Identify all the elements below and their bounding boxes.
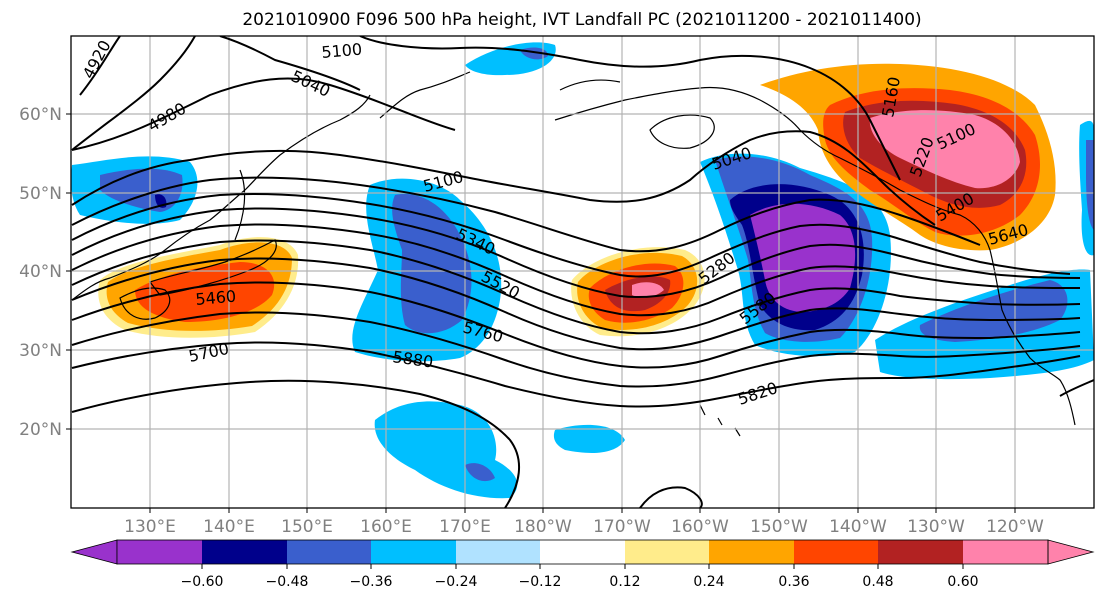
lon-tick-label: 130°W bbox=[907, 517, 965, 537]
colorbar-extend-high bbox=[1047, 539, 1095, 565]
colorbar-tick-label: −0.24 bbox=[435, 574, 478, 590]
map-frame bbox=[70, 35, 1095, 509]
colorbar-bin bbox=[794, 540, 878, 564]
colorbar-tick-label: 0.60 bbox=[947, 574, 978, 590]
height-contours bbox=[71, 36, 1094, 508]
colorbar-bin bbox=[287, 540, 371, 564]
colorbar-tick-label: 0.48 bbox=[862, 574, 893, 590]
colorbar-bin bbox=[878, 540, 963, 564]
graticule bbox=[71, 36, 1094, 508]
colorbar-bin bbox=[371, 540, 456, 564]
map-panel: 4920 4980 5040 5100 5100 5040 5100 5340 … bbox=[71, 36, 1094, 508]
lon-tick-label: 160°W bbox=[671, 517, 729, 537]
colorbar-bin bbox=[625, 540, 709, 564]
colorbar-tick-label: −0.60 bbox=[181, 574, 224, 590]
colorbar-bin bbox=[117, 540, 202, 564]
colorbar-extend-low bbox=[70, 539, 118, 565]
colorbar: −0.60 −0.48 −0.36 −0.24 −0.12 0.12 0.24 … bbox=[70, 539, 1095, 590]
colorbar-bin bbox=[709, 540, 794, 564]
lon-tick-label: 170°W bbox=[593, 517, 651, 537]
contour-label: 5460 bbox=[195, 287, 237, 309]
lon-tick-label: 150°W bbox=[750, 517, 808, 537]
lon-tick-label: 120°W bbox=[986, 517, 1044, 537]
lon-tick-label: 140°E bbox=[203, 517, 255, 537]
colorbar-bin bbox=[963, 540, 1048, 564]
tick-marks bbox=[66, 113, 1016, 513]
longitude-labels: 130°E 140°E 150°E 160°E 170°E 180°W 170°… bbox=[124, 517, 1044, 537]
lon-tick-label: 160°E bbox=[360, 517, 412, 537]
lon-tick-label: 130°E bbox=[124, 517, 176, 537]
contour-label: 5100 bbox=[321, 40, 363, 62]
ivt-shading bbox=[71, 42, 1094, 499]
colorbar-tick-label: −0.48 bbox=[266, 574, 309, 590]
colorbar-tick-label: −0.12 bbox=[519, 574, 562, 590]
lat-tick-label: 50°N bbox=[19, 184, 62, 204]
colorbar-tick-label: −0.36 bbox=[350, 574, 393, 590]
colorbar-tick-label: 0.36 bbox=[778, 574, 809, 590]
colorbar-tick-label: 0.24 bbox=[693, 574, 724, 590]
lon-tick-label: 150°E bbox=[281, 517, 333, 537]
colorbar-bin bbox=[540, 540, 625, 564]
lat-tick-label: 30°N bbox=[19, 341, 62, 361]
colorbar-bin bbox=[456, 540, 540, 564]
figure-title: 2021010900 F096 500 hPa height, IVT Land… bbox=[242, 10, 921, 30]
latitude-labels: 20°N 30°N 40°N 50°N 60°N bbox=[19, 105, 62, 440]
lon-tick-label: 170°E bbox=[439, 517, 491, 537]
lon-tick-label: 140°W bbox=[829, 517, 887, 537]
lat-tick-label: 60°N bbox=[19, 105, 62, 125]
colorbar-bin bbox=[202, 540, 287, 564]
lat-tick-label: 40°N bbox=[19, 262, 62, 282]
lon-tick-label: 180°W bbox=[514, 517, 572, 537]
colorbar-tick-label: 0.12 bbox=[609, 574, 640, 590]
lat-tick-label: 20°N bbox=[19, 420, 62, 440]
